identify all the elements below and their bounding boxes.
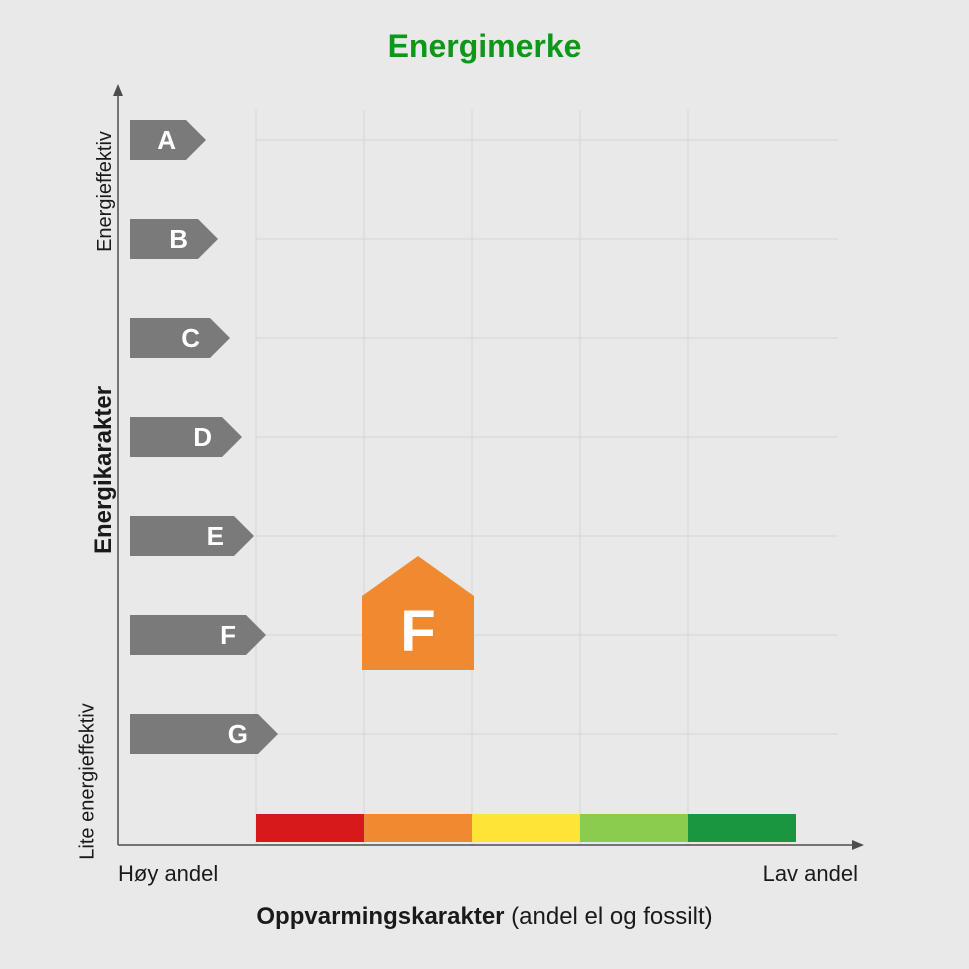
grade-tag-G: G (130, 714, 278, 754)
rating-house-marker: F (362, 556, 474, 670)
grade-tag-letter: B (169, 224, 188, 254)
grade-tag-letter: E (207, 521, 224, 551)
color-bar-segment (472, 814, 580, 842)
grade-tag-letter: F (220, 620, 236, 650)
heating-color-bar (256, 814, 796, 842)
rating-house-letter: F (400, 599, 435, 664)
grade-tag-D: D (130, 417, 242, 457)
color-bar-segment (688, 814, 796, 842)
grade-tag-letter: A (157, 125, 176, 155)
grade-tag-B: B (130, 219, 218, 259)
y-axis-arrow-icon (113, 84, 123, 96)
x-axis-arrow-icon (852, 840, 864, 850)
grade-tag-E: E (130, 516, 254, 556)
color-bar-segment (256, 814, 364, 842)
color-bar-segment (580, 814, 688, 842)
grade-tag-A: A (130, 120, 206, 160)
chart-svg: A B C D E F G F (0, 0, 969, 969)
grade-tag-letter: G (228, 719, 248, 749)
grade-tag-letter: C (181, 323, 200, 353)
grade-tag-F: F (130, 615, 266, 655)
grade-tag-C: C (130, 318, 230, 358)
energy-label-chart: Energimerke Energikarakter Energieffekti… (0, 0, 969, 969)
color-bar-segment (364, 814, 472, 842)
grade-tag-letter: D (193, 422, 212, 452)
